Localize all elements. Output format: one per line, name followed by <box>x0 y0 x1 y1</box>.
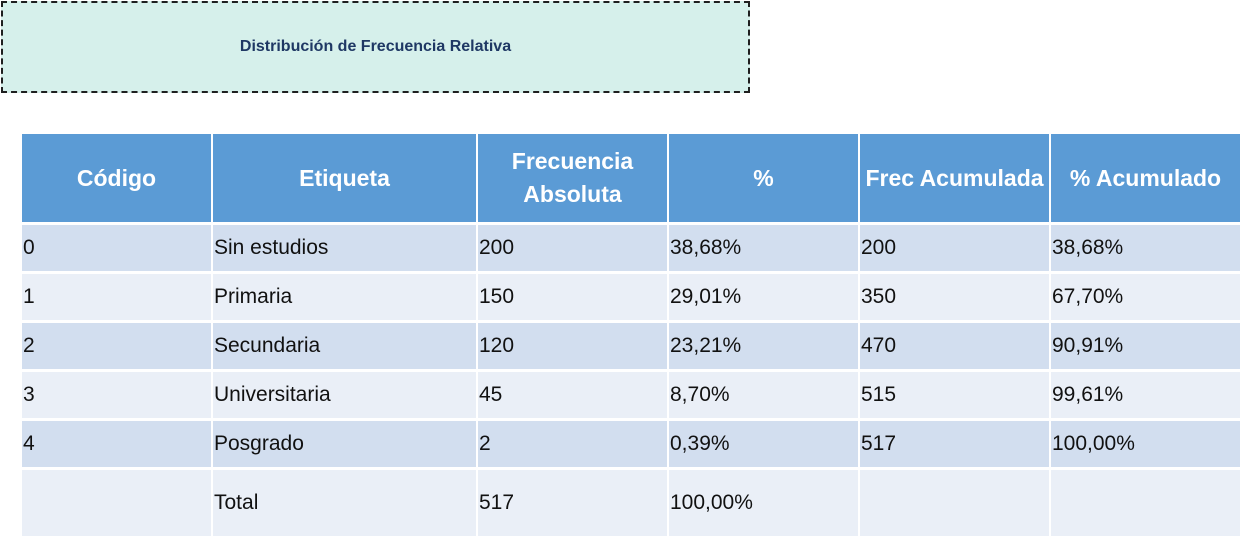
header-porcentaje: % <box>669 134 858 222</box>
table-total-row: Total 517 100,00% <box>22 470 1240 536</box>
header-etiqueta: Etiqueta <box>213 134 476 222</box>
cell-porcentaje-acumulado: 90,91% <box>1051 323 1240 369</box>
cell-frecuencia-absoluta: 2 <box>478 421 667 467</box>
table-header-row: Código Etiqueta Frecuencia Absoluta % Fr… <box>22 134 1240 222</box>
title-box: Distribución de Frecuencia Relativa <box>1 1 750 93</box>
cell-etiqueta: Posgrado <box>213 421 476 467</box>
table-row: 2 Secundaria 120 23,21% 470 90,91% <box>22 323 1240 369</box>
header-codigo: Código <box>22 134 211 222</box>
table-row: 1 Primaria 150 29,01% 350 67,70% <box>22 274 1240 320</box>
cell-porcentaje: 8,70% <box>669 372 858 418</box>
cell-porcentaje-acumulado: 99,61% <box>1051 372 1240 418</box>
cell-frecuencia-absoluta: 200 <box>478 225 667 271</box>
cell-frec-acumulada: 470 <box>860 323 1049 369</box>
cell-frec-acumulada: 200 <box>860 225 1049 271</box>
cell-frec-acumulada: 517 <box>860 421 1049 467</box>
frequency-table: Código Etiqueta Frecuencia Absoluta % Fr… <box>20 131 1242 539</box>
cell-porcentaje: 29,01% <box>669 274 858 320</box>
cell-total-label: Total <box>213 470 476 536</box>
cell-frecuencia-absoluta: 120 <box>478 323 667 369</box>
cell-codigo: 2 <box>22 323 211 369</box>
cell-frecuencia-absoluta: 45 <box>478 372 667 418</box>
table-row: 3 Universitaria 45 8,70% 515 99,61% <box>22 372 1240 418</box>
cell-codigo: 3 <box>22 372 211 418</box>
cell-etiqueta: Universitaria <box>213 372 476 418</box>
cell-frecuencia-absoluta: 150 <box>478 274 667 320</box>
page-title: Distribución de Frecuencia Relativa <box>239 38 512 55</box>
header-frecuencia-absoluta: Frecuencia Absoluta <box>478 134 667 222</box>
header-porcentaje-acumulado: % Acumulado <box>1051 134 1240 222</box>
table-row: 4 Posgrado 2 0,39% 517 100,00% <box>22 421 1240 467</box>
cell-total-frecuencia: 517 <box>478 470 667 536</box>
cell-codigo <box>22 470 211 536</box>
cell-porcentaje: 38,68% <box>669 225 858 271</box>
cell-frec-acumulada: 350 <box>860 274 1049 320</box>
cell-porcentaje-acumulado: 38,68% <box>1051 225 1240 271</box>
cell-etiqueta: Secundaria <box>213 323 476 369</box>
cell-codigo: 0 <box>22 225 211 271</box>
cell-codigo: 4 <box>22 421 211 467</box>
cell-porcentaje: 0,39% <box>669 421 858 467</box>
cell-total-porcentaje: 100,00% <box>669 470 858 536</box>
cell-frec-acumulada <box>860 470 1049 536</box>
cell-codigo: 1 <box>22 274 211 320</box>
cell-etiqueta: Primaria <box>213 274 476 320</box>
table-row: 0 Sin estudios 200 38,68% 200 38,68% <box>22 225 1240 271</box>
header-frec-acumulada: Frec Acumulada <box>860 134 1049 222</box>
cell-frec-acumulada: 515 <box>860 372 1049 418</box>
cell-porcentaje-acumulado <box>1051 470 1240 536</box>
cell-porcentaje-acumulado: 100,00% <box>1051 421 1240 467</box>
cell-porcentaje: 23,21% <box>669 323 858 369</box>
cell-porcentaje-acumulado: 67,70% <box>1051 274 1240 320</box>
cell-etiqueta: Sin estudios <box>213 225 476 271</box>
